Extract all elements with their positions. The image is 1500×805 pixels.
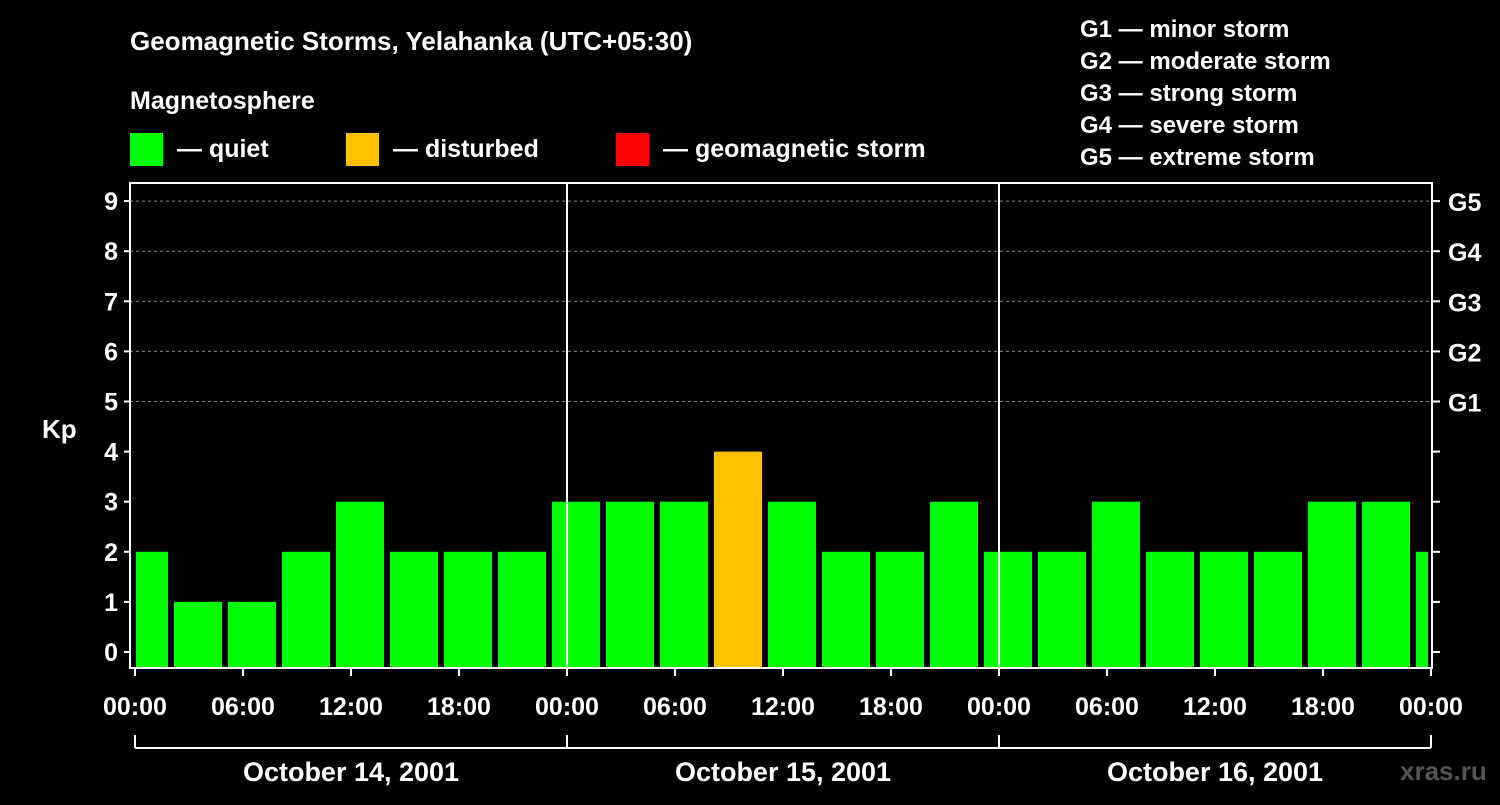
bar (1200, 551, 1248, 668)
bar (1416, 551, 1428, 668)
storm-level-label: G2 (1448, 339, 1481, 367)
bar (984, 551, 1032, 668)
gridlines (130, 200, 1432, 402)
storm-level-label: G4 (1448, 239, 1481, 267)
bar (606, 501, 654, 668)
date-label: October 15, 2001 (675, 757, 891, 787)
y-tick-label: 9 (104, 188, 118, 216)
bar (228, 601, 276, 668)
legend: — quiet — disturbed — geomagnetic storm (130, 133, 926, 166)
bar (1092, 501, 1140, 668)
y-tick-label: 4 (104, 439, 118, 467)
legend-swatch-1 (346, 133, 379, 166)
bar (660, 501, 708, 668)
y-tick-label: 7 (104, 288, 118, 316)
storm-level-label: G3 (1448, 289, 1481, 317)
x-tick-label: 06:00 (1075, 693, 1139, 721)
storm-level-label: G5 (1448, 189, 1481, 217)
storm-scale-item: G2 — moderate storm (1080, 48, 1331, 75)
y-tick-label: 5 (104, 389, 118, 417)
y-axis-label: Kp (42, 414, 77, 444)
watermark: xras.ru (1400, 756, 1487, 786)
bar (174, 601, 222, 668)
bar (876, 551, 924, 668)
bar (768, 501, 816, 668)
bar (336, 501, 384, 668)
x-tick-label: 12:00 (319, 693, 383, 721)
x-tick-label: 00:00 (967, 693, 1031, 721)
bar (136, 551, 168, 668)
legend-swatch-0 (130, 133, 163, 166)
storm-scale-item: G4 — severe storm (1080, 112, 1299, 139)
bar (444, 551, 492, 668)
x-tick-label: 12:00 (1183, 693, 1247, 721)
date-label: October 14, 2001 (243, 757, 459, 787)
bar (1308, 501, 1356, 668)
x-tick-label: 18:00 (1291, 693, 1355, 721)
storm-scale-item: G5 — extreme storm (1080, 144, 1315, 171)
bar (930, 501, 978, 668)
bar (714, 451, 762, 668)
bars (136, 451, 1428, 668)
x-tick-label: 00:00 (1399, 693, 1463, 721)
y-tick-label: 1 (104, 589, 118, 617)
plot-frame (129, 182, 1433, 669)
bar (1362, 501, 1410, 668)
legend-label-0: — quiet (177, 135, 269, 163)
bar (822, 551, 870, 668)
bar (390, 551, 438, 668)
x-tick-label: 18:00 (427, 693, 491, 721)
chart-title: Geomagnetic Storms, Yelahanka (UTC+05:30… (130, 26, 692, 56)
x-tick-label: 06:00 (211, 693, 275, 721)
legend-label-2: — geomagnetic storm (663, 135, 926, 163)
storm-scale-item: G3 — strong storm (1080, 80, 1297, 107)
y-tick-label: 6 (104, 338, 118, 366)
y-tick-label: 0 (104, 639, 118, 667)
bar (552, 501, 600, 668)
y-tick-label: 8 (104, 238, 118, 266)
bar (1038, 551, 1086, 668)
x-tick-label: 00:00 (535, 693, 599, 721)
x-tick-label: 18:00 (859, 693, 923, 721)
storm-scale-item: G1 — minor storm (1080, 16, 1289, 43)
storm-scale-list: G1 — minor storm G2 — moderate storm G3 — … (1080, 16, 1331, 171)
x-tick-label: 12:00 (751, 693, 815, 721)
legend-swatch-2 (616, 133, 649, 166)
legend-title: Magnetosphere (130, 87, 315, 115)
date-label: October 16, 2001 (1107, 757, 1323, 787)
bar (282, 551, 330, 668)
storm-level-label: G1 (1448, 390, 1481, 418)
bar (1146, 551, 1194, 668)
y-tick-label: 2 (104, 539, 118, 567)
axes: 0 1 2 3 4 5 6 7 8 9 G1 G2 G3 G4 G5 00:00 06:00 12:00 18:00… (103, 182, 1481, 787)
x-tick-label: 06:00 (643, 693, 707, 721)
y-tick-label: 3 (104, 489, 118, 517)
legend-label-1: — disturbed (393, 135, 539, 163)
bar (498, 551, 546, 668)
bar (1254, 551, 1302, 668)
x-tick-label: 00:00 (103, 693, 167, 721)
